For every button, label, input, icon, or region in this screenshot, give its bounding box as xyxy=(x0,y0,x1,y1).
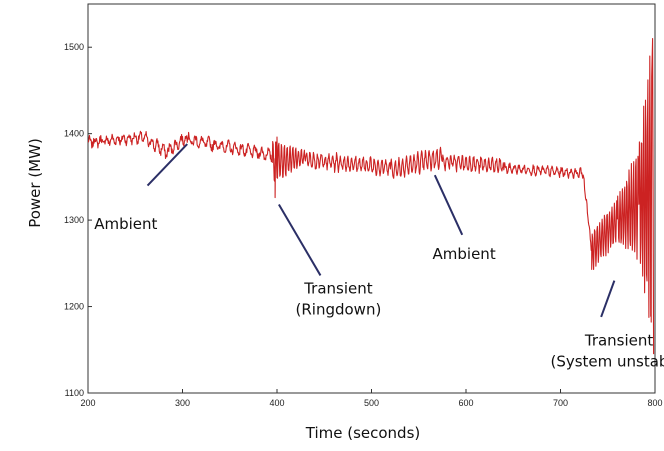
annotation: Transient (Ringdown) xyxy=(278,204,382,319)
x-tick-label: 400 xyxy=(269,398,284,408)
x-axis-title: Time (seconds) xyxy=(305,424,421,442)
annotation: Transient (System unstable) xyxy=(550,280,664,370)
annotation-pointer xyxy=(146,143,188,187)
annotation-text: Transient xyxy=(303,280,373,298)
plot-frame xyxy=(87,3,656,394)
y-tick-label: 1100 xyxy=(65,388,84,398)
y-tick-label: 1200 xyxy=(64,302,84,312)
annotation-pointer xyxy=(600,280,616,318)
y-tick-label: 1300 xyxy=(64,215,84,225)
x-tick-label: 200 xyxy=(80,398,95,408)
annotations: Ambient Transient (Ringdown) Ambient Transie… xyxy=(94,143,664,370)
axis-ticks: 200 300 400 500 600 700 800 1100 1200 1300 1400 150… xyxy=(64,42,663,408)
x-tick-label: 500 xyxy=(364,398,379,408)
x-tick-label: 700 xyxy=(553,398,568,408)
annotation-text: Ambient xyxy=(433,245,496,263)
annotation-pointer xyxy=(278,204,322,276)
power-series-line xyxy=(87,38,655,355)
y-tick-label: 1400 xyxy=(64,129,84,139)
annotation-text: Ambient xyxy=(94,215,157,233)
y-tick-label: 1500 xyxy=(64,42,84,52)
x-tick-label: 600 xyxy=(458,398,473,408)
annotation-text: Transient xyxy=(584,331,654,349)
annotation-text: (Ringdown) xyxy=(296,301,382,319)
y-axis-title-group: Power (MW) xyxy=(26,138,44,228)
annotation-pointer xyxy=(433,174,464,236)
plot-area xyxy=(87,3,656,394)
y-axis-title: Power (MW) xyxy=(26,138,44,228)
x-tick-label: 800 xyxy=(647,398,662,408)
annotation-text: (System unstable) xyxy=(550,352,664,370)
x-tick-label: 300 xyxy=(175,398,190,408)
annotation: Ambient xyxy=(94,143,188,233)
annotation: Ambient xyxy=(433,174,496,263)
